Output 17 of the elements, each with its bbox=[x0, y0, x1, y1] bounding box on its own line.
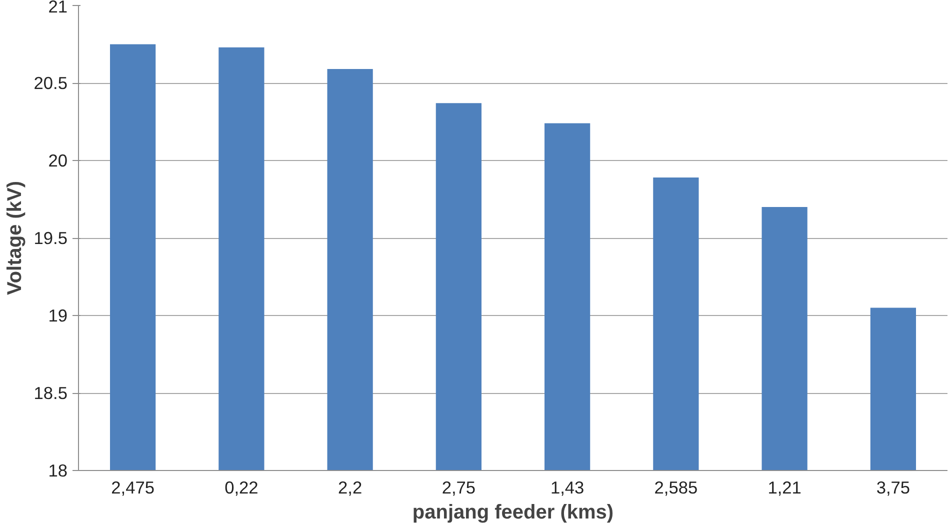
x-tick-label: 2,2 bbox=[338, 478, 362, 498]
y-tick-label: 20.5 bbox=[34, 73, 68, 93]
y-tick-label: 18 bbox=[48, 460, 68, 480]
x-tick-label: 1,21 bbox=[768, 478, 802, 498]
x-tick-label: 0,22 bbox=[224, 478, 258, 498]
y-tick-label: 19.5 bbox=[34, 228, 68, 248]
x-tick-label: 3,75 bbox=[876, 478, 910, 498]
x-tick-label: 2,75 bbox=[442, 478, 476, 498]
y-tick-label: 18.5 bbox=[34, 383, 68, 403]
y-tick-label: 21 bbox=[48, 0, 68, 16]
y-tick-label: 20 bbox=[48, 150, 68, 170]
y-axis-title: Voltage (kV) bbox=[4, 180, 26, 296]
y-tick-label: 19 bbox=[48, 306, 68, 326]
x-axis-title: panjang feeder (kms) bbox=[412, 502, 614, 524]
x-tick-label: 1,43 bbox=[550, 478, 584, 498]
x-tick-label: 2,475 bbox=[111, 478, 155, 498]
x-tick-label: 2,585 bbox=[654, 478, 698, 498]
